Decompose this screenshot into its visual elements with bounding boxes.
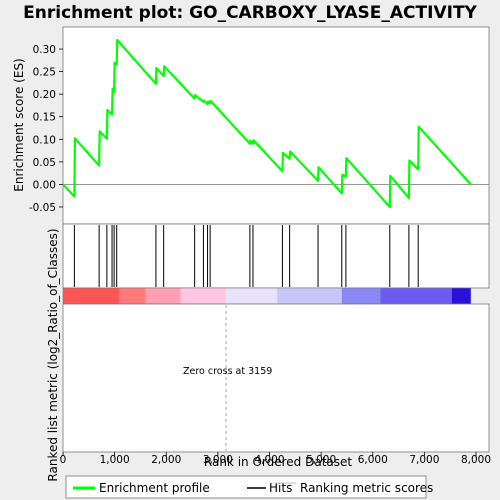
y-tick-label: 0.20: [33, 89, 56, 101]
es-panel: [62, 26, 490, 225]
legend-box: [65, 475, 427, 499]
heatmap-band: [180, 288, 227, 304]
hit-markers: [73, 225, 419, 287]
x-tick-label: 5,000: [306, 454, 336, 466]
heatmap-band: [145, 288, 181, 304]
chart-title: Enrichment plot: GO_CARBOXY_LYASE_ACTIVI…: [23, 3, 477, 23]
enrichment-profile-line: [62, 38, 472, 209]
x-tick-label: 4,000: [254, 454, 284, 466]
legend-label-ranking: Ranking metric scores: [300, 481, 433, 495]
y-tick-label: 0.05: [33, 157, 56, 169]
hits-panel: [62, 223, 490, 289]
legend: Enrichment profile Hits Ranking metric s…: [65, 475, 433, 499]
x-tick-label: 8,000: [461, 454, 491, 466]
legend-label-hits: Hits: [269, 481, 292, 495]
heatmap-band: [226, 288, 278, 304]
ranked-metric-panel: [62, 303, 490, 453]
heatmap-band: [341, 288, 381, 304]
y-tick-label: 0.30: [33, 44, 56, 56]
heatmap-band: [451, 288, 471, 304]
x-tick-label: 1,000: [100, 454, 130, 466]
heatmap-band: [380, 288, 452, 304]
y-tick-label: 0.00: [33, 179, 56, 191]
y-axis-label: Enrichment score (ES): [12, 58, 26, 191]
heatmap-band: [277, 288, 342, 304]
legend-label-enrichment: Enrichment profile: [99, 481, 210, 495]
x-tick-label: 2,000: [151, 454, 181, 466]
heatmap-band: [119, 288, 146, 304]
ranking-heatmap-bar: [62, 287, 472, 305]
zero-cross-annotation: Zero cross at 3159: [183, 366, 272, 377]
heatmap-band: [63, 288, 120, 304]
y-axis-label-bottom: Ranked list metric (log2_Ratio_of_Classe…: [46, 228, 60, 481]
y-tick-label: 0.10: [33, 134, 56, 146]
x-tick-label: 7,000: [409, 454, 439, 466]
y-tick-label: 0.15: [33, 112, 56, 124]
y-tick-label: 0.25: [33, 67, 56, 79]
x-tick-label: 0: [60, 454, 67, 466]
x-tick-label: 3,000: [203, 454, 233, 466]
x-axis-label: Rank in Ordered Dataset: [204, 455, 352, 469]
x-tick-label: 6,000: [358, 454, 388, 466]
y-tick-label: -0.05: [29, 202, 56, 214]
